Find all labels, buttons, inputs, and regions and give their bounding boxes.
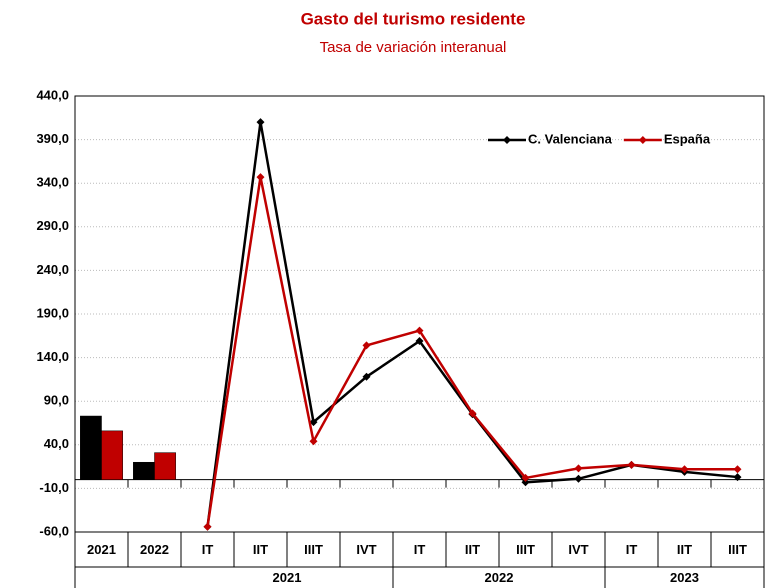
y-tick-label: 440,0 (36, 87, 69, 102)
x-tick-label: IVT (356, 542, 376, 557)
x-tick-label: IIIT (516, 542, 535, 557)
chart-title: Gasto del turismo residente (301, 9, 526, 28)
marker (256, 118, 265, 127)
marker (362, 372, 371, 381)
y-tick-label: -10,0 (39, 480, 69, 495)
x-tick-label: IIT (677, 542, 692, 557)
y-tick-label: 240,0 (36, 262, 69, 277)
x-tick-label: IIIT (728, 542, 747, 557)
legend-label: C. Valenciana (528, 131, 613, 146)
legend-marker (503, 136, 511, 144)
bar (133, 461, 155, 480)
marker (680, 465, 689, 474)
marker (627, 460, 636, 469)
x-tick-label: 2021 (87, 542, 116, 557)
y-tick-label: -60,0 (39, 523, 69, 538)
marker (468, 409, 477, 418)
marker (733, 465, 742, 474)
marker (203, 522, 212, 531)
x-tick-label: IT (202, 542, 214, 557)
marker (256, 173, 265, 182)
bar (80, 415, 102, 480)
marker (309, 418, 318, 427)
legend-label: España (664, 131, 711, 146)
bar (154, 452, 176, 480)
group-label: 2022 (485, 570, 514, 585)
marker (521, 478, 530, 487)
bar (101, 430, 123, 480)
marker (521, 473, 530, 482)
marker (574, 474, 583, 483)
x-tick-label: IT (626, 542, 638, 557)
marker (415, 337, 424, 346)
y-tick-label: 290,0 (36, 218, 69, 233)
x-tick-label: 2022 (140, 542, 169, 557)
marker (574, 464, 583, 473)
plot-frame (74, 95, 765, 533)
y-tick-label: 340,0 (36, 175, 69, 190)
chart-subtitle: Tasa de variación interanual (320, 39, 507, 56)
y-tick-label: 140,0 (36, 349, 69, 364)
marker (733, 473, 742, 482)
y-tick-label: 190,0 (36, 305, 69, 320)
group-label: 2023 (670, 570, 699, 585)
marker (362, 341, 371, 350)
y-tick-label: 40,0 (44, 436, 69, 451)
x-tick-label: IT (414, 542, 426, 557)
legend-marker (638, 136, 647, 144)
line (206, 176, 738, 527)
x-tick-label: IIT (465, 542, 480, 557)
x-tick-label: IIT (253, 542, 268, 557)
y-tick-label: 390,0 (36, 131, 69, 146)
x-tick-label: IIIT (304, 542, 323, 557)
marker (415, 326, 424, 335)
y-tick-label: 90,0 (44, 393, 69, 408)
marker (309, 437, 318, 446)
x-tick-label: IVT (568, 542, 588, 557)
group-label: 2021 (273, 570, 302, 585)
